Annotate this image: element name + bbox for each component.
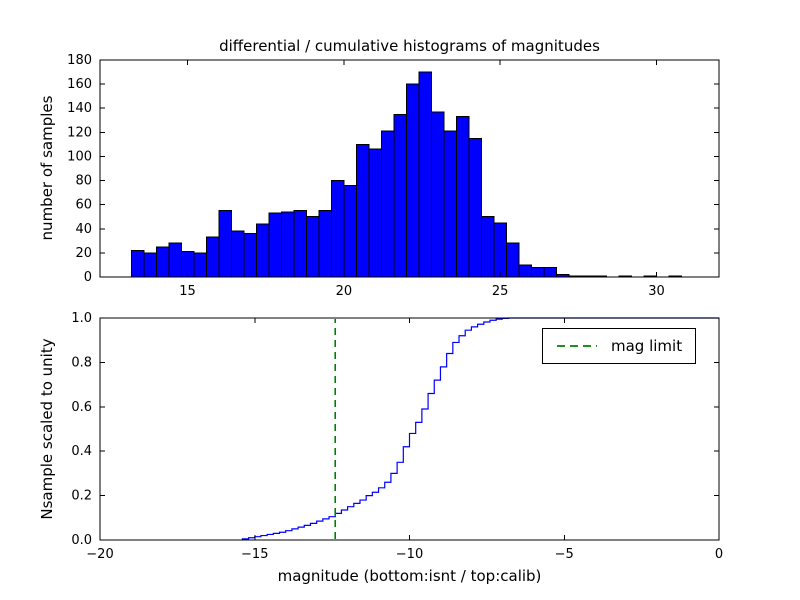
histogram-bar — [368, 148, 382, 278]
bottom-frame-and-ticks: −20 −15 −10 −5 0 0.0 0.2 0.4 0.6 0.8 1.0 — [71, 311, 723, 562]
bottom-axes-frame — [99, 317, 720, 541]
bottom-ytick-label: 0.0 — [71, 533, 92, 548]
bottom-ytick-label: 0.8 — [71, 355, 92, 370]
top-ytick-label: 120 — [67, 125, 92, 140]
legend: mag limit — [542, 328, 697, 364]
histogram-bar — [330, 180, 345, 278]
chart-title: differential / cumulative histograms of … — [219, 37, 600, 55]
histogram-bar — [455, 116, 470, 278]
histogram-bar — [543, 266, 557, 278]
top-ytick-label: 60 — [75, 198, 92, 213]
bottom-xtick-label: −10 — [396, 547, 423, 562]
histogram-bar — [530, 266, 545, 278]
top-xtick-label: 30 — [648, 284, 665, 299]
bottom-xtick-label: 0 — [715, 547, 723, 562]
cumulative-curve — [241, 317, 719, 540]
bottom-xtick-label: −5 — [555, 547, 574, 562]
top-ytick-label: 140 — [67, 101, 92, 116]
top-ytick-label: 180 — [67, 53, 92, 68]
histogram-bars — [130, 71, 682, 278]
histogram-bar — [280, 211, 295, 278]
histogram-bar — [343, 184, 357, 278]
bottom-ytick-label: 0.2 — [71, 489, 92, 504]
histogram-bar — [493, 222, 507, 278]
bottom-ylabel: Nsample scaled to unity — [38, 338, 56, 520]
legend-label: mag limit — [611, 337, 683, 355]
cumulative-axes — [241, 317, 719, 540]
histogram-bar — [168, 242, 182, 278]
histogram-bar — [218, 210, 232, 278]
histogram-bar — [130, 249, 145, 278]
histogram-bar — [318, 210, 332, 278]
top-xtick-label: 15 — [179, 284, 196, 299]
histogram-bar — [268, 212, 282, 278]
top-frame-and-ticks: 15 20 25 30 0 20 40 60 80 100 120 140 160 180 — [67, 53, 720, 299]
histogram-bar — [468, 137, 482, 278]
histogram-bar — [155, 246, 170, 278]
histogram-bar — [193, 252, 207, 278]
top-ylabel: number of samples — [38, 95, 56, 241]
top-ytick-label: 160 — [67, 77, 92, 92]
top-xtick-label: 25 — [492, 284, 509, 299]
histogram-bar — [230, 230, 245, 278]
histogram-bar — [443, 130, 457, 278]
histogram-bar — [518, 264, 532, 278]
histogram-bar — [393, 113, 407, 278]
mag-limit-legend-sample-icon — [557, 345, 597, 347]
bottom-ytick-label: 0.4 — [71, 444, 92, 459]
top-histogram-axes — [130, 71, 682, 278]
histogram-bar — [505, 242, 520, 278]
top-ytick-label: 20 — [75, 246, 92, 261]
histogram-bar — [255, 223, 270, 278]
top-axes-frame — [99, 59, 720, 278]
histogram-bar — [293, 210, 307, 278]
histogram-bar — [405, 83, 420, 278]
bottom-xtick-label: −15 — [241, 547, 268, 562]
histogram-bar — [355, 143, 370, 278]
top-ytick-label: 80 — [75, 174, 92, 189]
bottom-ytick-label: 0.6 — [71, 400, 92, 415]
top-ytick-label: 0 — [84, 270, 92, 285]
top-xtick-label: 20 — [336, 284, 353, 299]
histogram-bar — [480, 216, 495, 278]
histogram-bar — [243, 233, 257, 278]
histogram-bar — [305, 216, 320, 278]
top-ytick-label: 40 — [75, 222, 92, 237]
histogram-bar — [205, 236, 220, 278]
histogram-bar — [380, 130, 395, 278]
histogram-bar — [418, 71, 432, 278]
top-ytick-label: 100 — [67, 149, 92, 164]
bottom-xtick-label: −20 — [86, 547, 113, 562]
histogram-bar — [430, 111, 445, 278]
xlabel: magnitude (bottom:isnt / top:calib) — [277, 567, 542, 585]
bottom-ytick-label: 1.0 — [71, 311, 92, 326]
histogram-bar — [143, 252, 157, 278]
